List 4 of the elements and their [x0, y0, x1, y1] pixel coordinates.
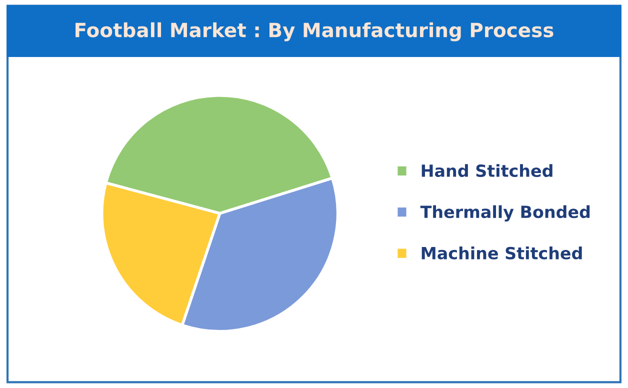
legend-label: Thermally Bonded [420, 205, 590, 222]
legend-label: Machine Stitched [422, 246, 582, 260]
legend-label: Hand Stitched [422, 164, 552, 178]
chart-title: Football Market : By Manufacturing Process [76, 22, 554, 42]
